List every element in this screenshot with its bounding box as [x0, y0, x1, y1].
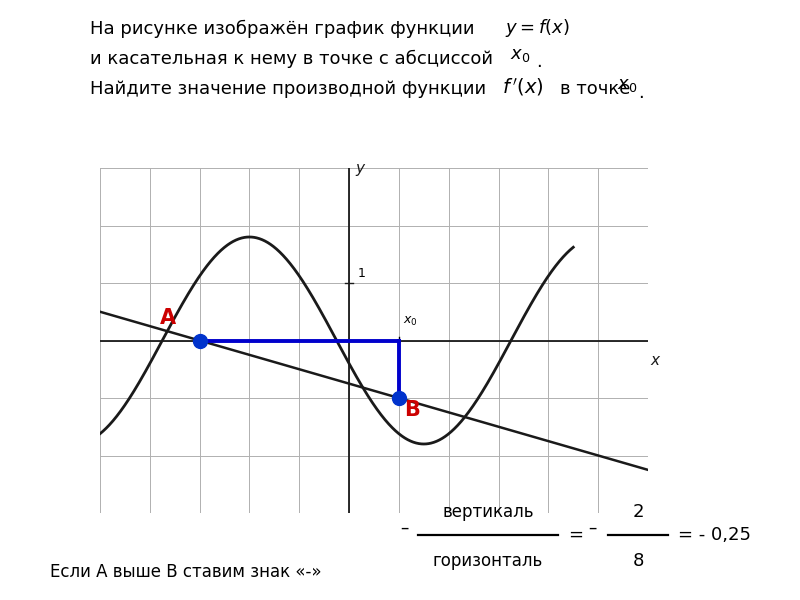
- Text: $y$: $y$: [355, 162, 366, 178]
- Text: $x_0$: $x_0$: [403, 315, 418, 328]
- Text: 1: 1: [358, 267, 366, 280]
- Text: .: .: [536, 53, 542, 71]
- Text: На рисунке изображён график функции: На рисунке изображён график функции: [90, 20, 474, 38]
- Text: $f\,'(x)$: $f\,'(x)$: [502, 76, 544, 98]
- Text: вертикаль: вертикаль: [442, 503, 534, 521]
- Text: A: A: [160, 308, 176, 328]
- Text: 2: 2: [632, 503, 644, 521]
- Text: Найдите значение производной функции: Найдите значение производной функции: [90, 80, 486, 98]
- Text: $y = f(x)$: $y = f(x)$: [505, 17, 570, 39]
- Text: = - 0,25: = - 0,25: [678, 526, 751, 544]
- Text: =: =: [568, 526, 583, 544]
- Text: и касательная к нему в точке с абсциссой: и касательная к нему в точке с абсциссой: [90, 50, 493, 68]
- Text: Если А выше В ставим знак «-»: Если А выше В ставим знак «-»: [50, 563, 322, 581]
- Text: $x_0$: $x_0$: [617, 76, 638, 94]
- Text: $x$: $x$: [650, 353, 662, 368]
- Text: .: .: [638, 84, 644, 102]
- Text: –: –: [400, 519, 408, 537]
- Text: $x_0$: $x_0$: [510, 46, 530, 64]
- Text: 8: 8: [632, 552, 644, 570]
- Text: –: –: [588, 519, 596, 537]
- Text: горизонталь: горизонталь: [433, 552, 543, 570]
- Text: в точке: в точке: [560, 80, 630, 98]
- Text: B: B: [404, 400, 420, 421]
